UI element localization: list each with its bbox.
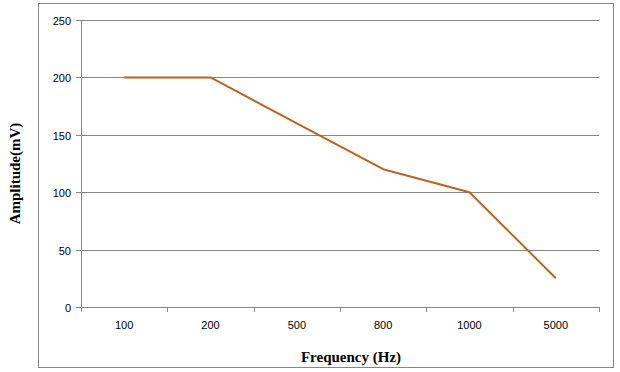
y-tick bbox=[76, 250, 81, 251]
y-tick-label: 50 bbox=[59, 245, 71, 257]
y-tick bbox=[76, 192, 81, 193]
data-group bbox=[124, 77, 556, 278]
chart-border bbox=[39, 4, 614, 368]
grid-line bbox=[81, 192, 599, 193]
x-tick-label: 1000 bbox=[457, 319, 481, 331]
y-tick-label: 150 bbox=[53, 130, 71, 142]
data-line bbox=[124, 77, 556, 278]
x-tick bbox=[167, 307, 168, 312]
y-axis bbox=[81, 20, 82, 307]
y-tick bbox=[76, 77, 81, 78]
y-tick bbox=[76, 20, 81, 21]
grid-line bbox=[81, 135, 599, 136]
x-tick bbox=[254, 307, 255, 312]
grid-line bbox=[81, 250, 599, 251]
y-tick bbox=[76, 307, 81, 308]
y-tick-label: 250 bbox=[53, 15, 71, 27]
x-tick bbox=[81, 307, 82, 312]
x-tick-label: 200 bbox=[201, 319, 219, 331]
x-tick bbox=[426, 307, 427, 312]
x-tick bbox=[340, 307, 341, 312]
y-tick-label: 0 bbox=[65, 302, 71, 314]
x-tick-label: 5000 bbox=[544, 319, 568, 331]
x-tick-label: 100 bbox=[115, 319, 133, 331]
x-tick-label: 800 bbox=[374, 319, 392, 331]
y-tick bbox=[76, 135, 81, 136]
chart-svg: 0 50 100 150 200 250 100 200 500 800 1000 5000 Frequ… bbox=[0, 0, 620, 372]
chart-container: 0 50 100 150 200 250 100 200 500 800 1000 5000 Frequ… bbox=[0, 0, 620, 372]
grid-line bbox=[81, 20, 599, 21]
y-axis-label: Amplitude(mV) bbox=[7, 123, 24, 225]
x-tick bbox=[599, 307, 600, 312]
y-tick-label: 100 bbox=[53, 187, 71, 199]
y-tick-label: 200 bbox=[53, 72, 71, 84]
x-tick bbox=[513, 307, 514, 312]
x-axis-label: Frequency (Hz) bbox=[301, 349, 401, 366]
x-tick-label: 500 bbox=[288, 319, 306, 331]
